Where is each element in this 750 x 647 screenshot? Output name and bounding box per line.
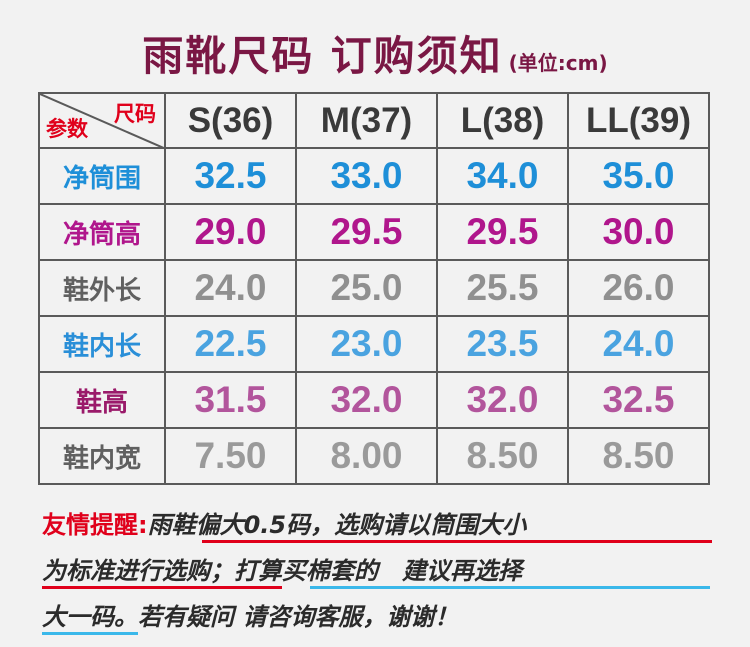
header-row: 尺码 参数 S(36) M(37) L(38) LL(39) [38,92,710,149]
table-cell: 30.0 [567,203,710,261]
size-header-m: M(37) [295,92,438,149]
corner-cell: 尺码 参数 [38,92,166,149]
row-label: 净筒围 [38,147,166,205]
corner-param-label: 参数 [46,117,88,141]
notes-text-2a: 为标准进行选购； [42,557,234,585]
table-cell: 23.5 [436,315,569,373]
table-cell: 7.50 [164,427,297,485]
blue-underline [310,586,710,589]
notes-text-3b: 。若有疑问 请咨询客服，谢谢！ [114,603,459,631]
notes-text-1: 雨鞋偏大0.5码，选购请以筒围大小 [147,511,527,539]
table-cell: 32.0 [295,371,438,429]
corner-diagonal [40,94,166,149]
notes-line-3: 大一码。若有疑问 请咨询客服，谢谢！ [42,594,722,640]
blue-underline [42,632,138,635]
table-row: 鞋外长 24.0 25.0 25.5 26.0 [38,259,710,317]
table-cell: 24.0 [164,259,297,317]
notes-text-2b: 打算买棉套的 建议再选择 [234,557,522,585]
row-label: 净筒高 [38,203,166,261]
table-cell: 34.0 [436,147,569,205]
table-row: 净筒高 29.0 29.5 29.5 30.0 [38,203,710,261]
table-cell: 29.5 [295,203,438,261]
table-cell: 32.0 [436,371,569,429]
red-underline [42,586,282,589]
table-cell: 32.5 [164,147,297,205]
table-cell: 31.5 [164,371,297,429]
row-label: 鞋高 [38,371,166,429]
reminder-notes: 友情提醒:雨鞋偏大0.5码，选购请以筒围大小 为标准进行选购；打算买棉套的 建议… [42,502,722,640]
row-label: 鞋外长 [38,259,166,317]
table-cell: 22.5 [164,315,297,373]
notes-line-2: 为标准进行选购；打算买棉套的 建议再选择 [42,548,722,594]
table-cell: 24.0 [567,315,710,373]
table-cell: 25.0 [295,259,438,317]
table-cell: 25.5 [436,259,569,317]
size-header-ll: LL(39) [567,92,710,149]
red-underline [202,540,712,543]
row-label: 鞋内长 [38,315,166,373]
table-row: 鞋高 31.5 32.0 32.0 32.5 [38,371,710,429]
title-unit: (单位:cm) [508,51,608,75]
notes-text-3a: 大一码 [42,603,114,631]
notes-prefix: 友情提醒: [42,511,148,539]
table-cell: 33.0 [295,147,438,205]
table-cell: 29.0 [164,203,297,261]
corner-size-label: 尺码 [114,102,156,126]
row-label: 鞋内宽 [38,427,166,485]
size-header-s: S(36) [164,92,297,149]
table-row: 鞋内长 22.5 23.0 23.5 24.0 [38,315,710,373]
table-cell: 26.0 [567,259,710,317]
title-main: 雨靴尺码 订购须知 [142,32,503,80]
size-header-l: L(38) [436,92,569,149]
table-row: 净筒围 32.5 33.0 34.0 35.0 [38,147,710,205]
table-cell: 8.50 [436,427,569,485]
table-cell: 35.0 [567,147,710,205]
size-table: 尺码 参数 S(36) M(37) L(38) LL(39) 净筒围 32.5 … [38,92,710,485]
table-row: 鞋内宽 7.50 8.00 8.50 8.50 [38,427,710,485]
table-cell: 32.5 [567,371,710,429]
table-cell: 8.50 [567,427,710,485]
table-cell: 23.0 [295,315,438,373]
table-cell: 8.00 [295,427,438,485]
page-title: 雨靴尺码 订购须知 (单位:cm) [0,22,750,82]
notes-line-1: 友情提醒:雨鞋偏大0.5码，选购请以筒围大小 [42,502,722,548]
table-cell: 29.5 [436,203,569,261]
